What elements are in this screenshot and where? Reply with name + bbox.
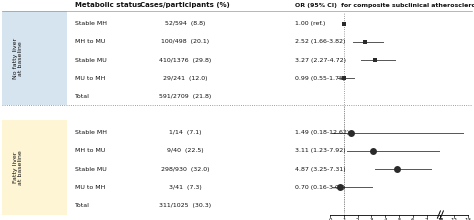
- Text: OR (95% CI)  for composite subclinical atherosclerosis: OR (95% CI) for composite subclinical at…: [295, 3, 474, 8]
- Text: Cases/participants (%): Cases/participants (%): [140, 2, 230, 8]
- Text: Fatty liver
at baseline: Fatty liver at baseline: [13, 150, 23, 185]
- Text: 12: 12: [451, 218, 458, 220]
- Text: 1.49 (0.18-12.62): 1.49 (0.18-12.62): [295, 130, 349, 135]
- Text: Metabolic status: Metabolic status: [75, 2, 141, 8]
- Text: 5: 5: [397, 218, 401, 220]
- Text: 591/2709  (21.8): 591/2709 (21.8): [159, 94, 211, 99]
- Text: Stable MH: Stable MH: [75, 21, 107, 26]
- Text: 0.70 (0.16-3.07): 0.70 (0.16-3.07): [295, 185, 345, 190]
- Text: 13: 13: [465, 218, 472, 220]
- Text: 0.99 (0.55-1.75): 0.99 (0.55-1.75): [295, 76, 345, 81]
- Text: Total: Total: [75, 203, 90, 208]
- Text: No fatty liver
at baseline: No fatty liver at baseline: [13, 38, 23, 79]
- Text: 4.87 (3.25-7.31): 4.87 (3.25-7.31): [295, 167, 346, 172]
- Text: 410/1376  (29.8): 410/1376 (29.8): [159, 57, 211, 62]
- Text: 298/930  (32.0): 298/930 (32.0): [161, 167, 209, 172]
- Text: 2.52 (1.66-3.82): 2.52 (1.66-3.82): [295, 39, 346, 44]
- Text: Stable MH: Stable MH: [75, 130, 107, 135]
- Text: 11: 11: [437, 218, 444, 220]
- Text: 7: 7: [425, 218, 428, 220]
- Text: 9/40  (22.5): 9/40 (22.5): [167, 148, 203, 153]
- Text: Stable MU: Stable MU: [75, 57, 107, 62]
- Text: 100/498  (20.1): 100/498 (20.1): [161, 39, 209, 44]
- Text: MH to MU: MH to MU: [75, 148, 105, 153]
- Text: MH to MU: MH to MU: [75, 39, 105, 44]
- Bar: [2, 11, 67, 105]
- Text: 0: 0: [328, 218, 332, 220]
- Text: 3.27 (2.27-4.72): 3.27 (2.27-4.72): [295, 57, 346, 62]
- Text: MU to MH: MU to MH: [75, 76, 105, 81]
- Text: 29/241  (12.0): 29/241 (12.0): [163, 76, 207, 81]
- Text: 4: 4: [383, 218, 387, 220]
- Text: 1/14  (7.1): 1/14 (7.1): [169, 130, 201, 135]
- Text: MU to MH: MU to MH: [75, 185, 105, 190]
- Text: 1.00 (ref.): 1.00 (ref.): [295, 21, 325, 26]
- Text: 8: 8: [438, 218, 442, 220]
- Text: 1: 1: [342, 218, 346, 220]
- Text: 2: 2: [356, 218, 359, 220]
- Text: 3: 3: [370, 218, 373, 220]
- Text: 52/594  (8.8): 52/594 (8.8): [165, 21, 205, 26]
- Text: 3.11 (1.23-7.92): 3.11 (1.23-7.92): [295, 148, 346, 153]
- Text: Stable MU: Stable MU: [75, 167, 107, 172]
- Text: 311/1025  (30.3): 311/1025 (30.3): [159, 203, 211, 208]
- Text: 6: 6: [411, 218, 415, 220]
- Bar: [2, 120, 67, 214]
- Text: 3/41  (7.3): 3/41 (7.3): [169, 185, 201, 190]
- Text: Total: Total: [75, 94, 90, 99]
